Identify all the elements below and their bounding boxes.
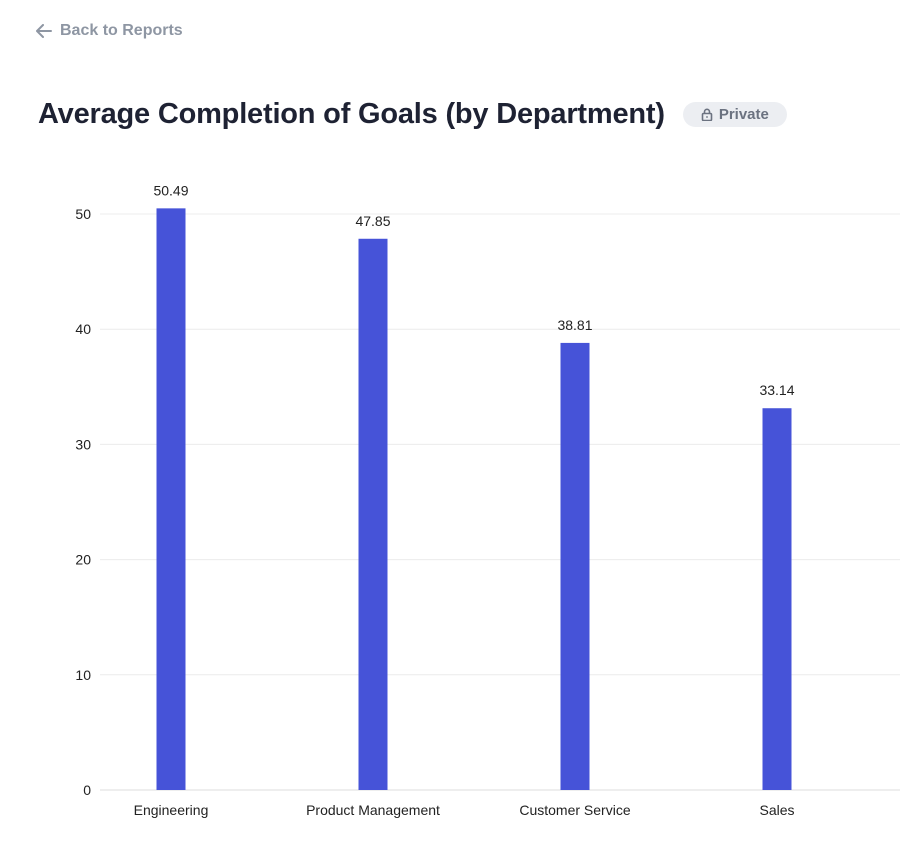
visibility-label: Private <box>718 106 769 123</box>
y-tick-label: 20 <box>75 552 91 568</box>
y-tick-label: 30 <box>75 436 91 452</box>
visibility-badge: Private <box>682 102 787 127</box>
bar <box>762 408 792 790</box>
data-label: 38.81 <box>557 317 592 333</box>
page-title: Average Completion of Goals (by Departme… <box>38 98 665 130</box>
y-tick-label: 40 <box>75 321 91 337</box>
back-link-label: Back to Reports <box>60 22 183 39</box>
bar <box>156 208 186 790</box>
bar <box>358 238 388 790</box>
y-tick-label: 50 <box>75 206 91 222</box>
x-tick-label: Sales <box>759 802 794 818</box>
data-label: 47.85 <box>355 213 390 229</box>
data-label: 50.49 <box>153 182 188 198</box>
title-row: Average Completion of Goals (by Departme… <box>38 98 787 131</box>
bar <box>560 342 590 790</box>
y-tick-label: 0 <box>83 782 91 798</box>
x-tick-label: Customer Service <box>519 802 630 818</box>
x-tick-label: Product Management <box>306 802 440 818</box>
data-label: 33.14 <box>759 382 794 398</box>
x-tick-label: Engineering <box>134 802 209 818</box>
back-to-reports-link[interactable]: Back to Reports <box>36 22 183 40</box>
y-tick-label: 10 <box>75 667 91 683</box>
bar-chart: 0 10 20 30 40 50 50.49 Engineering 47.85 Product … <box>75 182 900 818</box>
lock-icon <box>701 108 713 121</box>
arrow-left-icon <box>36 24 52 38</box>
